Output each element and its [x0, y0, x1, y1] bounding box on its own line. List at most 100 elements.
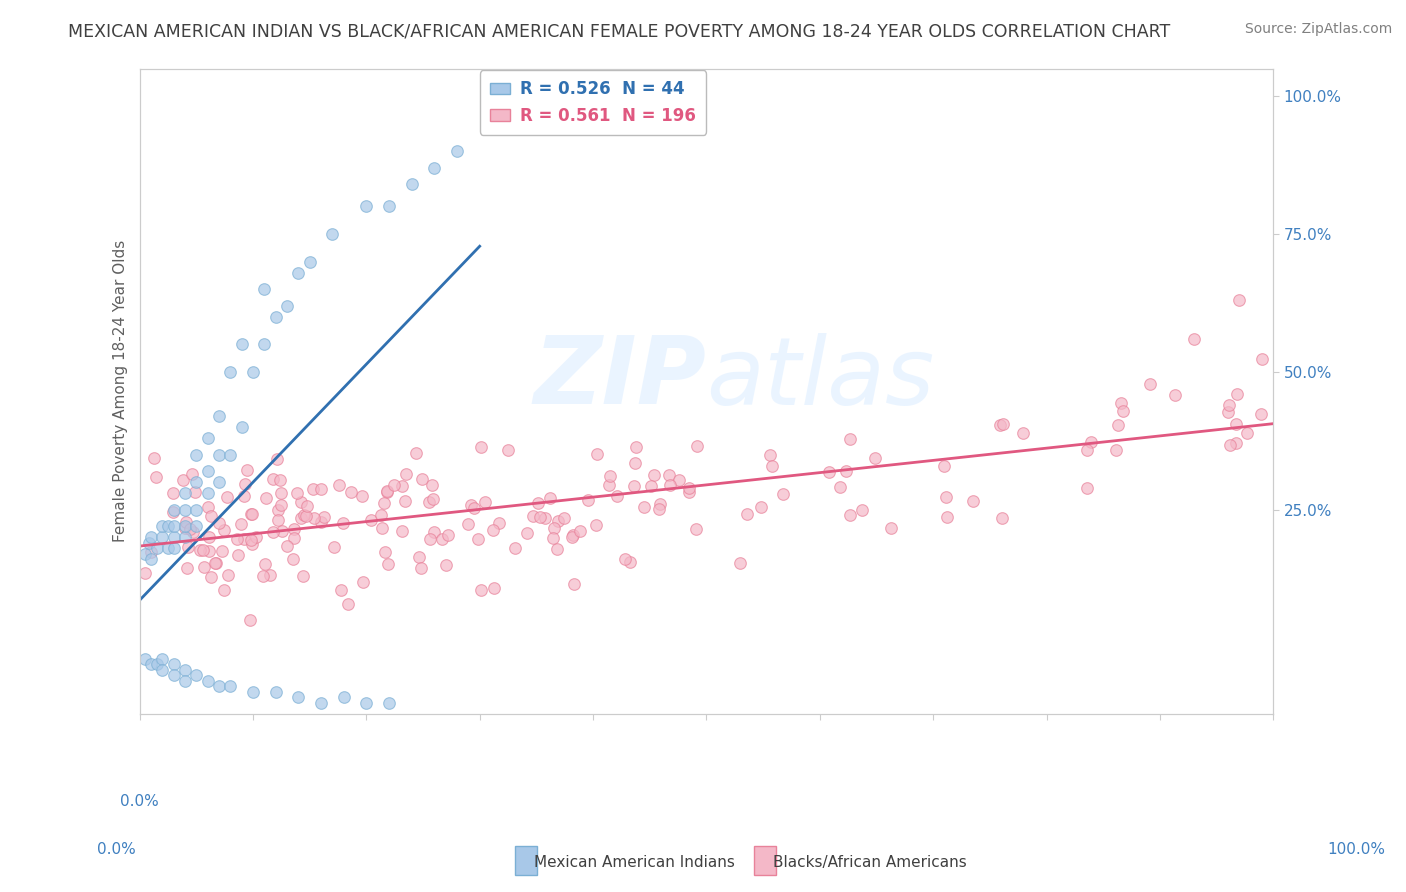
- Point: [422, 525, 444, 540]
- Point: [562, 577, 585, 591]
- Point: [231, 516, 253, 531]
- Point: [177, 540, 200, 554]
- Point: [332, 690, 354, 705]
- Point: [1225, 417, 1247, 431]
- Point: [360, 512, 382, 526]
- Point: [561, 528, 583, 542]
- Point: [650, 498, 672, 512]
- Point: [658, 467, 681, 482]
- Point: [761, 458, 783, 473]
- Point: [373, 495, 395, 509]
- Point: [586, 447, 609, 461]
- Point: [408, 550, 430, 565]
- Point: [197, 500, 219, 514]
- Point: [880, 521, 903, 535]
- Point: [482, 523, 505, 537]
- Point: [198, 544, 221, 558]
- Point: [668, 473, 690, 487]
- Point: [174, 516, 197, 530]
- Point: [409, 560, 432, 574]
- Point: [936, 509, 959, 524]
- Point: [309, 696, 332, 710]
- Point: [139, 530, 162, 544]
- Point: [186, 502, 208, 516]
- Point: [281, 552, 304, 566]
- Point: [264, 310, 287, 324]
- Point: [186, 475, 208, 489]
- Point: [252, 569, 274, 583]
- Point: [488, 516, 510, 531]
- Point: [658, 478, 681, 492]
- Point: [204, 556, 226, 570]
- Point: [134, 651, 156, 665]
- Point: [851, 502, 873, 516]
- Point: [145, 657, 167, 671]
- Point: [391, 524, 413, 538]
- Point: [561, 530, 583, 544]
- Point: [1163, 388, 1185, 402]
- Point: [174, 521, 197, 535]
- Point: [219, 365, 242, 379]
- Point: [197, 486, 219, 500]
- Point: [1236, 426, 1258, 441]
- Point: [197, 530, 219, 544]
- Point: [340, 484, 363, 499]
- Point: [208, 679, 231, 693]
- Point: [474, 494, 496, 508]
- Point: [162, 519, 184, 533]
- Point: [259, 567, 281, 582]
- Point: [156, 519, 179, 533]
- Point: [484, 581, 506, 595]
- Point: [1076, 481, 1098, 495]
- Point: [233, 476, 256, 491]
- Point: [240, 537, 263, 551]
- Point: [329, 583, 352, 598]
- Point: [191, 543, 214, 558]
- Point: [337, 597, 360, 611]
- Text: MEXICAN AMERICAN INDIAN VS BLACK/AFRICAN AMERICAN FEMALE POVERTY AMONG 18-24 YEA: MEXICAN AMERICAN INDIAN VS BLACK/AFRICAN…: [67, 22, 1170, 40]
- Point: [1227, 293, 1250, 307]
- Point: [643, 467, 665, 482]
- Point: [212, 523, 235, 537]
- Point: [522, 509, 544, 524]
- Point: [186, 668, 208, 682]
- Point: [1218, 438, 1240, 452]
- Point: [606, 489, 628, 503]
- Point: [585, 517, 607, 532]
- Point: [219, 448, 242, 462]
- Point: [834, 464, 856, 478]
- Point: [751, 500, 773, 514]
- Point: [422, 491, 444, 506]
- Point: [267, 503, 290, 517]
- Point: [145, 541, 167, 556]
- Point: [391, 479, 413, 493]
- Point: [295, 499, 318, 513]
- Point: [377, 557, 399, 571]
- Point: [1076, 443, 1098, 458]
- Point: [352, 574, 374, 589]
- Text: 0.0%: 0.0%: [97, 842, 136, 856]
- Point: [176, 561, 198, 575]
- Point: [173, 486, 195, 500]
- Point: [211, 544, 233, 558]
- Point: [266, 452, 288, 467]
- Point: [394, 494, 416, 508]
- Point: [172, 473, 194, 487]
- Point: [197, 673, 219, 688]
- Point: [375, 485, 398, 500]
- Point: [624, 456, 647, 470]
- Point: [269, 473, 291, 487]
- Point: [208, 475, 231, 489]
- Point: [370, 521, 392, 535]
- Point: [254, 491, 277, 505]
- Point: [150, 519, 173, 533]
- Point: [270, 486, 292, 500]
- Point: [134, 547, 156, 561]
- Point: [534, 511, 557, 525]
- Text: atlas: atlas: [706, 333, 935, 424]
- Point: [434, 558, 457, 572]
- Point: [730, 556, 752, 570]
- Point: [262, 472, 284, 486]
- Point: [200, 508, 222, 523]
- Text: 100.0%: 100.0%: [1327, 842, 1386, 856]
